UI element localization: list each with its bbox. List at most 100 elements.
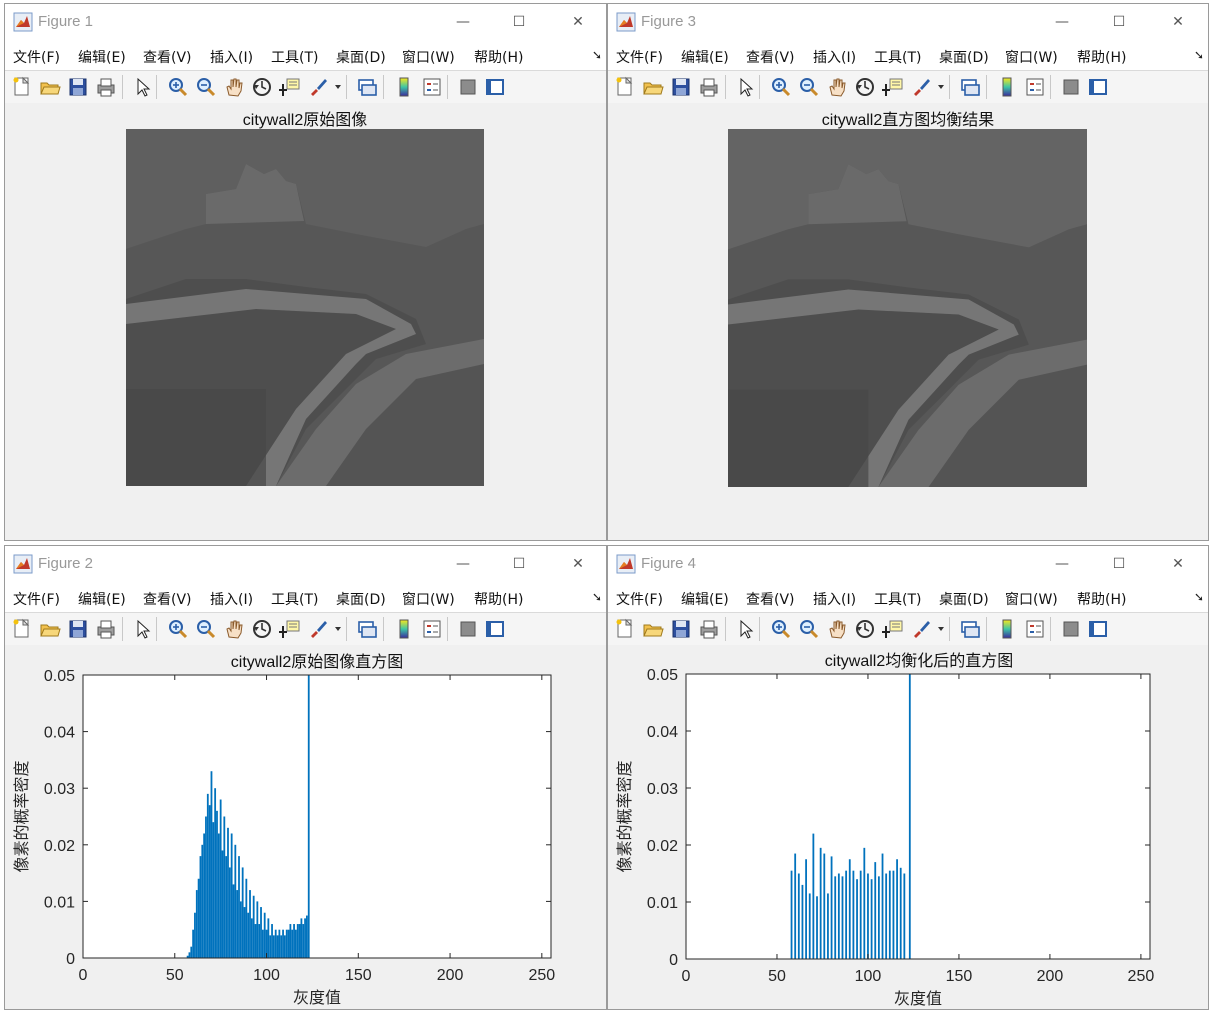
zoom-in-icon[interactable]	[770, 618, 792, 640]
colorbar-icon[interactable]	[393, 76, 415, 98]
zoom-in-icon[interactable]	[167, 76, 189, 98]
select-arrow-icon[interactable]	[132, 618, 154, 640]
zoom-out-icon[interactable]	[195, 618, 217, 640]
menu-item[interactable]: 窗口(W)	[1005, 592, 1058, 608]
print-icon[interactable]	[95, 618, 117, 640]
select-arrow-icon[interactable]	[735, 76, 757, 98]
menu-item[interactable]: 插入(I)	[210, 592, 254, 608]
menu-item[interactable]: 窗口(W)	[1005, 50, 1058, 66]
menu-item[interactable]: 帮助(H)	[474, 50, 524, 66]
hide-plot-tools-icon[interactable]	[457, 618, 479, 640]
brush-icon[interactable]	[910, 618, 932, 640]
pan-hand-icon[interactable]	[223, 76, 245, 98]
data-cursor-icon[interactable]	[279, 76, 301, 98]
colorbar-icon[interactable]	[996, 76, 1018, 98]
title-bar[interactable]: Figure 1 — ☐ ✕	[5, 4, 606, 40]
menu-item[interactable]: 插入(I)	[210, 50, 254, 66]
menu-item[interactable]: 文件(F)	[616, 592, 663, 608]
maximize-button[interactable]: ☐	[1112, 556, 1126, 572]
hide-plot-tools-icon[interactable]	[457, 76, 479, 98]
legend-icon[interactable]	[421, 76, 443, 98]
select-arrow-icon[interactable]	[735, 618, 757, 640]
menu-item[interactable]: 查看(V)	[746, 50, 795, 66]
menu-item[interactable]: 查看(V)	[746, 592, 795, 608]
menu-item[interactable]: 插入(I)	[813, 50, 857, 66]
menu-item[interactable]: 文件(F)	[616, 50, 663, 66]
select-arrow-icon[interactable]	[132, 76, 154, 98]
rotate-3d-icon[interactable]	[251, 618, 273, 640]
rotate-3d-icon[interactable]	[854, 618, 876, 640]
dropdown-icon[interactable]	[933, 76, 947, 98]
pan-hand-icon[interactable]	[826, 76, 848, 98]
show-plot-tools-icon[interactable]	[1087, 618, 1109, 640]
link-plot-icon[interactable]	[959, 76, 981, 98]
dropdown-icon[interactable]	[330, 76, 344, 98]
pan-hand-icon[interactable]	[826, 618, 848, 640]
colorbar-icon[interactable]	[996, 618, 1018, 640]
menu-item[interactable]: 窗口(W)	[402, 592, 455, 608]
open-file-icon[interactable]	[39, 618, 61, 640]
menu-item[interactable]: 查看(V)	[143, 50, 192, 66]
close-button[interactable]: ✕	[572, 556, 584, 572]
toolbar-overflow-arrow[interactable]: ➘	[591, 48, 602, 62]
data-cursor-icon[interactable]	[882, 76, 904, 98]
new-figure-icon[interactable]	[614, 76, 636, 98]
pan-hand-icon[interactable]	[223, 618, 245, 640]
dropdown-icon[interactable]	[933, 618, 947, 640]
minimize-button[interactable]: —	[1055, 556, 1069, 572]
menu-item[interactable]: 工具(T)	[874, 592, 922, 608]
menu-item[interactable]: 编辑(E)	[681, 592, 729, 608]
new-figure-icon[interactable]	[11, 76, 33, 98]
brush-icon[interactable]	[307, 618, 329, 640]
menu-item[interactable]: 工具(T)	[271, 50, 319, 66]
data-cursor-icon[interactable]	[279, 618, 301, 640]
menu-item[interactable]: 桌面(D)	[939, 50, 989, 66]
toolbar-overflow-arrow[interactable]: ➘	[1193, 48, 1204, 62]
link-plot-icon[interactable]	[356, 76, 378, 98]
show-plot-tools-icon[interactable]	[484, 76, 506, 98]
print-icon[interactable]	[95, 76, 117, 98]
new-figure-icon[interactable]	[11, 618, 33, 640]
menu-item[interactable]: 文件(F)	[13, 50, 60, 66]
data-cursor-icon[interactable]	[882, 618, 904, 640]
menu-item[interactable]: 帮助(H)	[1077, 592, 1127, 608]
menu-item[interactable]: 帮助(H)	[474, 592, 524, 608]
menu-item[interactable]: 编辑(E)	[78, 50, 126, 66]
legend-icon[interactable]	[1024, 618, 1046, 640]
show-plot-tools-icon[interactable]	[484, 618, 506, 640]
menu-item[interactable]: 工具(T)	[271, 592, 319, 608]
title-bar[interactable]: Figure 2 — ☐ ✕	[5, 546, 606, 582]
minimize-button[interactable]: —	[456, 556, 470, 572]
link-plot-icon[interactable]	[356, 618, 378, 640]
brush-icon[interactable]	[910, 76, 932, 98]
hide-plot-tools-icon[interactable]	[1060, 618, 1082, 640]
zoom-in-icon[interactable]	[167, 618, 189, 640]
legend-icon[interactable]	[421, 618, 443, 640]
menu-item[interactable]: 工具(T)	[874, 50, 922, 66]
menu-item[interactable]: 编辑(E)	[681, 50, 729, 66]
minimize-button[interactable]: —	[1055, 14, 1069, 30]
zoom-in-icon[interactable]	[770, 76, 792, 98]
maximize-button[interactable]: ☐	[512, 556, 526, 572]
menu-item[interactable]: 查看(V)	[143, 592, 192, 608]
rotate-3d-icon[interactable]	[854, 76, 876, 98]
menu-item[interactable]: 文件(F)	[13, 592, 60, 608]
zoom-out-icon[interactable]	[195, 76, 217, 98]
close-button[interactable]: ✕	[1172, 14, 1184, 30]
colorbar-icon[interactable]	[393, 618, 415, 640]
minimize-button[interactable]: —	[456, 14, 470, 30]
toolbar-overflow-arrow[interactable]: ➘	[1193, 590, 1204, 604]
rotate-3d-icon[interactable]	[251, 76, 273, 98]
menu-item[interactable]: 编辑(E)	[78, 592, 126, 608]
save-icon[interactable]	[670, 76, 692, 98]
close-button[interactable]: ✕	[1172, 556, 1184, 572]
menu-item[interactable]: 桌面(D)	[939, 592, 989, 608]
close-button[interactable]: ✕	[572, 14, 584, 30]
menu-item[interactable]: 插入(I)	[813, 592, 857, 608]
show-plot-tools-icon[interactable]	[1087, 76, 1109, 98]
menu-item[interactable]: 桌面(D)	[336, 592, 386, 608]
zoom-out-icon[interactable]	[798, 618, 820, 640]
zoom-out-icon[interactable]	[798, 76, 820, 98]
maximize-button[interactable]: ☐	[512, 14, 526, 30]
new-figure-icon[interactable]	[614, 618, 636, 640]
